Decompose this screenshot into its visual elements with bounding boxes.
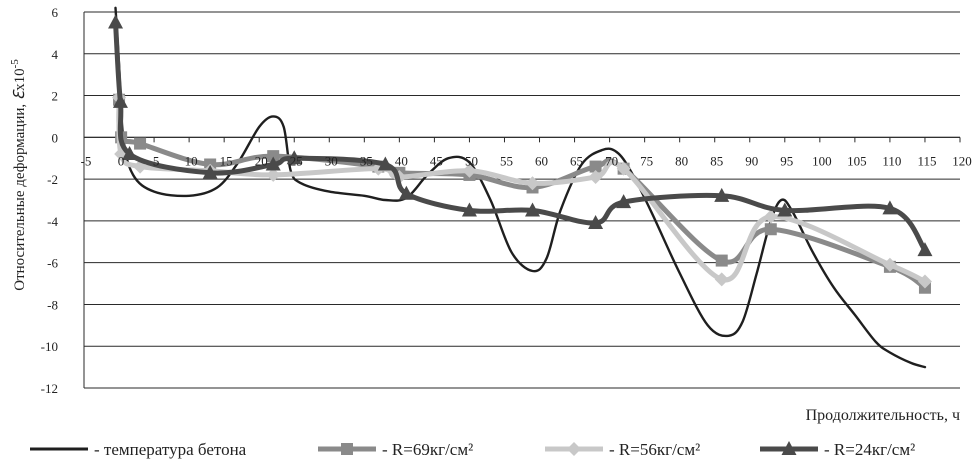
x-tick-label: 35 bbox=[360, 153, 373, 168]
legend-item: - R=69кг/см² bbox=[318, 440, 473, 459]
legend-label: - температура бетона bbox=[94, 440, 247, 459]
y-tick-label: -10 bbox=[41, 339, 58, 354]
data-point bbox=[112, 93, 128, 108]
data-point bbox=[286, 150, 302, 165]
x-tick-label: 120 bbox=[952, 153, 972, 168]
x-tick-label: 30 bbox=[325, 153, 338, 168]
x-tick-label: 95 bbox=[780, 153, 793, 168]
legend-label: - R=56кг/см² bbox=[609, 440, 700, 459]
y-tick-label: -12 bbox=[41, 381, 58, 396]
y-tick-label: -8 bbox=[47, 297, 58, 312]
data-point bbox=[882, 200, 898, 215]
x-tick-label: 55 bbox=[500, 153, 513, 168]
x-tick-label: 65 bbox=[570, 153, 583, 168]
data-point bbox=[714, 187, 730, 202]
y-axis-label-text: Относительные деформации, bbox=[12, 100, 28, 291]
data-point bbox=[917, 274, 932, 289]
x-tick-label: 15 bbox=[220, 153, 233, 168]
data-point bbox=[777, 202, 793, 217]
data-point bbox=[398, 185, 414, 200]
data-point bbox=[525, 202, 541, 217]
series-series-square bbox=[113, 93, 931, 294]
x-axis-label: Продолжительность, ч bbox=[806, 407, 960, 424]
series-concrete-temperature bbox=[114, 6, 927, 369]
x-tick-label: 115 bbox=[917, 153, 936, 168]
data-point bbox=[882, 257, 897, 272]
legend-item: - температура бетона bbox=[30, 440, 247, 459]
y-axis-label-exponent: -5 bbox=[9, 59, 21, 69]
x-tick-label: 105 bbox=[847, 153, 867, 168]
x-tick-label: 85 bbox=[710, 153, 723, 168]
axes bbox=[83, 12, 961, 388]
legend-item: - R=56кг/см² bbox=[545, 440, 700, 459]
x-tick-label: 75 bbox=[640, 153, 653, 168]
data-point bbox=[714, 272, 729, 287]
y-tick-label: -2 bbox=[47, 172, 58, 187]
grid bbox=[84, 11, 960, 389]
x-tick-label: -5 bbox=[81, 153, 92, 168]
legend-swatch-marker bbox=[567, 442, 581, 456]
data-point bbox=[377, 156, 393, 171]
data-point bbox=[462, 163, 477, 178]
y-axis-label: Относительные деформации, ℇx10-5 bbox=[9, 59, 28, 291]
y-tick-label: 4 bbox=[52, 47, 59, 62]
data-point bbox=[267, 150, 280, 163]
data-point bbox=[134, 137, 147, 150]
x-tick-label: 60 bbox=[535, 153, 548, 168]
legend-label: - R=24кг/см² bbox=[824, 440, 915, 459]
data-point bbox=[525, 176, 540, 191]
x-tick-labels: -5 0 5 10 15 20 25 30 35 40 45 50 55 60 65 70 75 80 85 90 95… bbox=[81, 153, 972, 168]
x-tick-label: 40 bbox=[395, 153, 408, 168]
y-axis-label-symbol: ℇ bbox=[12, 89, 28, 100]
y-tick-label: 6 bbox=[52, 5, 59, 20]
x-tick-label: 100 bbox=[812, 153, 832, 168]
data-point bbox=[461, 202, 477, 217]
y-tick-label: 0 bbox=[52, 130, 59, 145]
data-point bbox=[108, 14, 124, 29]
legend-swatch-marker bbox=[341, 443, 353, 455]
series-line bbox=[114, 6, 927, 369]
legend-swatch-marker bbox=[781, 441, 797, 455]
data-point bbox=[764, 223, 777, 236]
y-tick-label: -4 bbox=[47, 214, 58, 229]
x-tick-label: 5 bbox=[153, 153, 160, 168]
y-tick-label: -6 bbox=[47, 256, 58, 271]
x-tick-label: 70 bbox=[605, 153, 618, 168]
x-tick-label: 90 bbox=[745, 153, 758, 168]
data-point bbox=[616, 194, 632, 209]
data-point bbox=[266, 167, 281, 182]
data-point bbox=[616, 161, 631, 176]
data-point bbox=[715, 254, 728, 267]
data-point bbox=[122, 146, 138, 161]
data-point bbox=[763, 209, 778, 224]
data-point bbox=[917, 242, 933, 257]
x-tick-label: 50 bbox=[465, 153, 478, 168]
x-tick-label: 0 bbox=[118, 153, 125, 168]
data-point bbox=[202, 164, 218, 179]
x-tick-label: 10 bbox=[185, 153, 198, 168]
x-tick-label: 25 bbox=[290, 153, 303, 168]
x-tick-label: 20 bbox=[255, 153, 268, 168]
x-tick-label: 80 bbox=[675, 153, 688, 168]
series-series-triangle bbox=[108, 14, 933, 257]
data-point bbox=[588, 170, 603, 185]
legend: - температура бетона - R=69кг/см² - R=56кг… bbox=[30, 440, 915, 459]
y-tick-label: 2 bbox=[52, 89, 59, 104]
y-tick-labels: 6 4 2 0 -2 -4 -6 -8 -10 -12 bbox=[41, 5, 59, 396]
series-line bbox=[116, 97, 928, 291]
y-axis-label-unit: x10 bbox=[12, 68, 28, 91]
data-point bbox=[265, 156, 281, 171]
series-layer bbox=[108, 6, 933, 369]
series-line bbox=[113, 19, 928, 253]
x-tick-label: 45 bbox=[430, 153, 443, 168]
data-point bbox=[589, 160, 602, 173]
x-tick-label: 110 bbox=[882, 153, 901, 168]
legend-item: - R=24кг/см² bbox=[760, 440, 915, 459]
data-point bbox=[588, 214, 604, 229]
legend-label: - R=69кг/см² bbox=[382, 440, 473, 459]
